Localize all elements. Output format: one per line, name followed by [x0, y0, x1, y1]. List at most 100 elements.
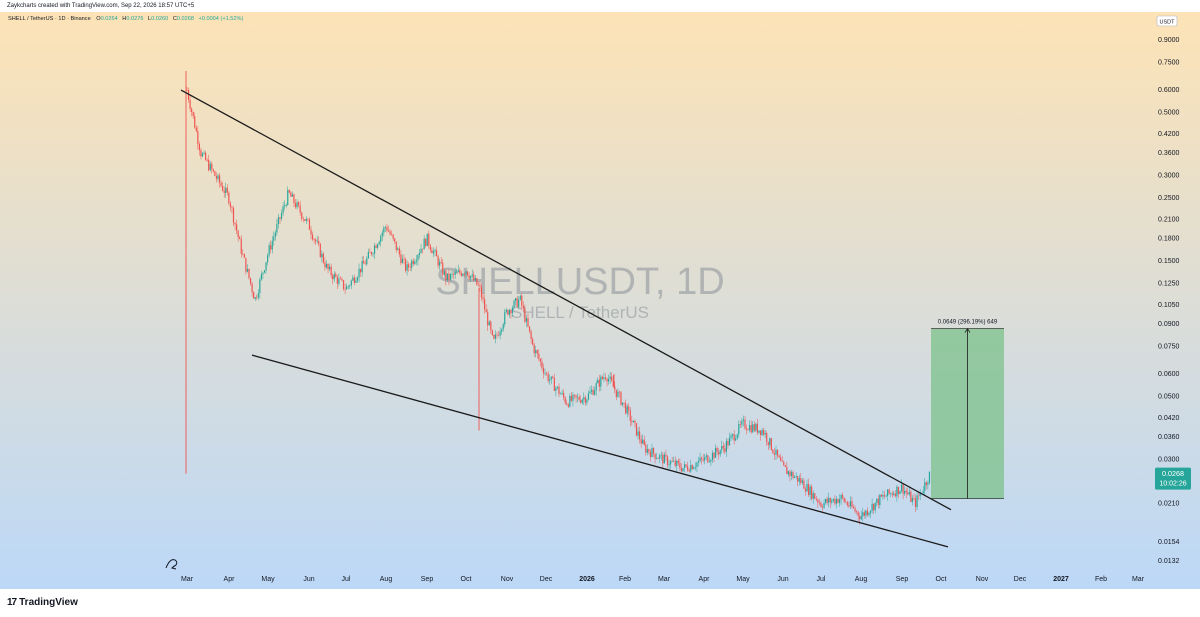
candle-body	[353, 277, 355, 283]
candle-body	[214, 171, 216, 176]
trendlines[interactable]	[180, 89, 952, 548]
candle-body	[696, 462, 698, 467]
candle-body	[336, 276, 338, 284]
legend-h-value: 0.0276	[126, 16, 143, 22]
candle-body	[871, 503, 873, 511]
candle-body	[567, 404, 569, 407]
candle-body	[865, 510, 867, 516]
candle-body	[294, 203, 297, 208]
candle-body	[270, 245, 272, 250]
tradingview-logo-icon: 17	[7, 597, 17, 608]
candle-body	[687, 466, 689, 471]
candle-body	[577, 396, 579, 398]
time-tick-label: Sep	[896, 576, 909, 583]
candle-body	[347, 286, 349, 287]
candle-body	[528, 326, 531, 332]
candle-body	[776, 449, 779, 456]
time-tick-label: Oct	[461, 576, 472, 583]
candle-body	[578, 396, 580, 401]
wick-spikes	[185, 71, 615, 474]
candle-body	[594, 390, 596, 395]
candle-body	[395, 241, 397, 251]
candle-body	[798, 478, 800, 482]
candle-body	[425, 238, 427, 247]
candle-body	[595, 383, 597, 391]
candle-body	[209, 163, 211, 171]
candle-body	[541, 361, 543, 368]
candle-body	[318, 240, 320, 244]
candle-body	[445, 270, 447, 281]
candle-body	[728, 437, 731, 446]
chart-area[interactable]: SHELLUSDT, 1D SHELL / TetherUS 0.0649 (2…	[0, 12, 1200, 589]
candle-body	[201, 153, 204, 157]
candle-body	[191, 108, 193, 112]
candle-body	[883, 495, 886, 497]
time-tick-label: Dec	[540, 576, 553, 583]
time-tick-label: Apr	[224, 576, 236, 583]
candle-body	[296, 202, 298, 208]
candle-body	[699, 457, 701, 462]
candle-body	[745, 428, 748, 430]
price-tick-label: 0.5000	[1158, 110, 1180, 117]
price-tick-label: 0.3000	[1158, 173, 1180, 180]
candle-body	[533, 344, 535, 354]
price-chart[interactable]: SHELLUSDT, 1D SHELL / TetherUS 0.0649 (2…	[0, 12, 1200, 589]
candle-body	[516, 298, 518, 307]
currency-button[interactable]: USDT	[1156, 15, 1178, 27]
candle-body	[386, 227, 388, 231]
trendline-lower[interactable]	[251, 354, 949, 548]
candle-body	[899, 491, 901, 495]
candle-body	[271, 240, 273, 250]
candle-body	[631, 420, 633, 423]
price-tick-label: 0.1050	[1158, 302, 1180, 309]
candle-body	[825, 499, 827, 503]
candle-body	[713, 452, 715, 458]
tradingview-logo[interactable]: 17 TradingView	[7, 597, 78, 608]
price-tick-label: 0.0900	[1158, 321, 1180, 328]
candle-body	[809, 486, 811, 496]
time-tick-label: Apr	[699, 576, 711, 583]
candle-body	[223, 190, 225, 193]
candle-body	[499, 331, 501, 336]
candle-body	[572, 394, 574, 401]
price-tick-label: 0.1500	[1158, 258, 1180, 265]
candle-body	[187, 90, 190, 100]
time-tick-label: Mar	[181, 576, 194, 583]
candle-body	[285, 205, 287, 206]
candle-body	[256, 297, 258, 298]
time-axis[interactable]: Mar Apr May Jun Jul Aug Sep Oct Nov Dec 2026 Feb Mar…	[181, 576, 1145, 583]
candle-body	[539, 358, 541, 362]
candle-body	[756, 423, 758, 433]
candle-body	[629, 410, 631, 421]
candle-body	[922, 490, 924, 493]
candle-body	[924, 482, 926, 491]
candle-body	[721, 445, 723, 451]
candle-body	[770, 438, 772, 450]
candle-body	[484, 299, 486, 310]
candle-body	[267, 255, 269, 263]
candle-body	[480, 286, 483, 298]
candle-body	[670, 461, 672, 465]
candle-body	[192, 111, 194, 117]
candle-body	[674, 460, 676, 466]
legend-symbol: SHELL / TetherUS · 1D · Binance	[8, 16, 91, 22]
price-tick-label: 0.3600	[1158, 150, 1180, 157]
candle-body	[882, 495, 884, 497]
candle-body	[373, 245, 376, 254]
price-tick-label: 0.4200	[1158, 131, 1180, 138]
candle-body	[257, 293, 259, 298]
candle-body	[651, 448, 653, 458]
candle-body	[657, 458, 659, 459]
price-axis[interactable]: 0.9000 0.7500 0.6000 0.5000 0.4200 0.3600 0.30…	[1146, 12, 1200, 589]
measure-tool[interactable]: 0.0649 (296.19%) 649	[931, 320, 1004, 499]
candle-body	[815, 498, 817, 500]
candle-body	[236, 224, 238, 231]
candle-body	[714, 448, 717, 458]
candle-body	[583, 397, 585, 400]
currency-label: USDT	[1160, 19, 1176, 25]
candle-body	[611, 376, 613, 381]
candle-body	[473, 274, 475, 281]
candle-body	[581, 399, 583, 403]
trendline-upper[interactable]	[180, 89, 952, 511]
candle-body	[609, 376, 611, 379]
